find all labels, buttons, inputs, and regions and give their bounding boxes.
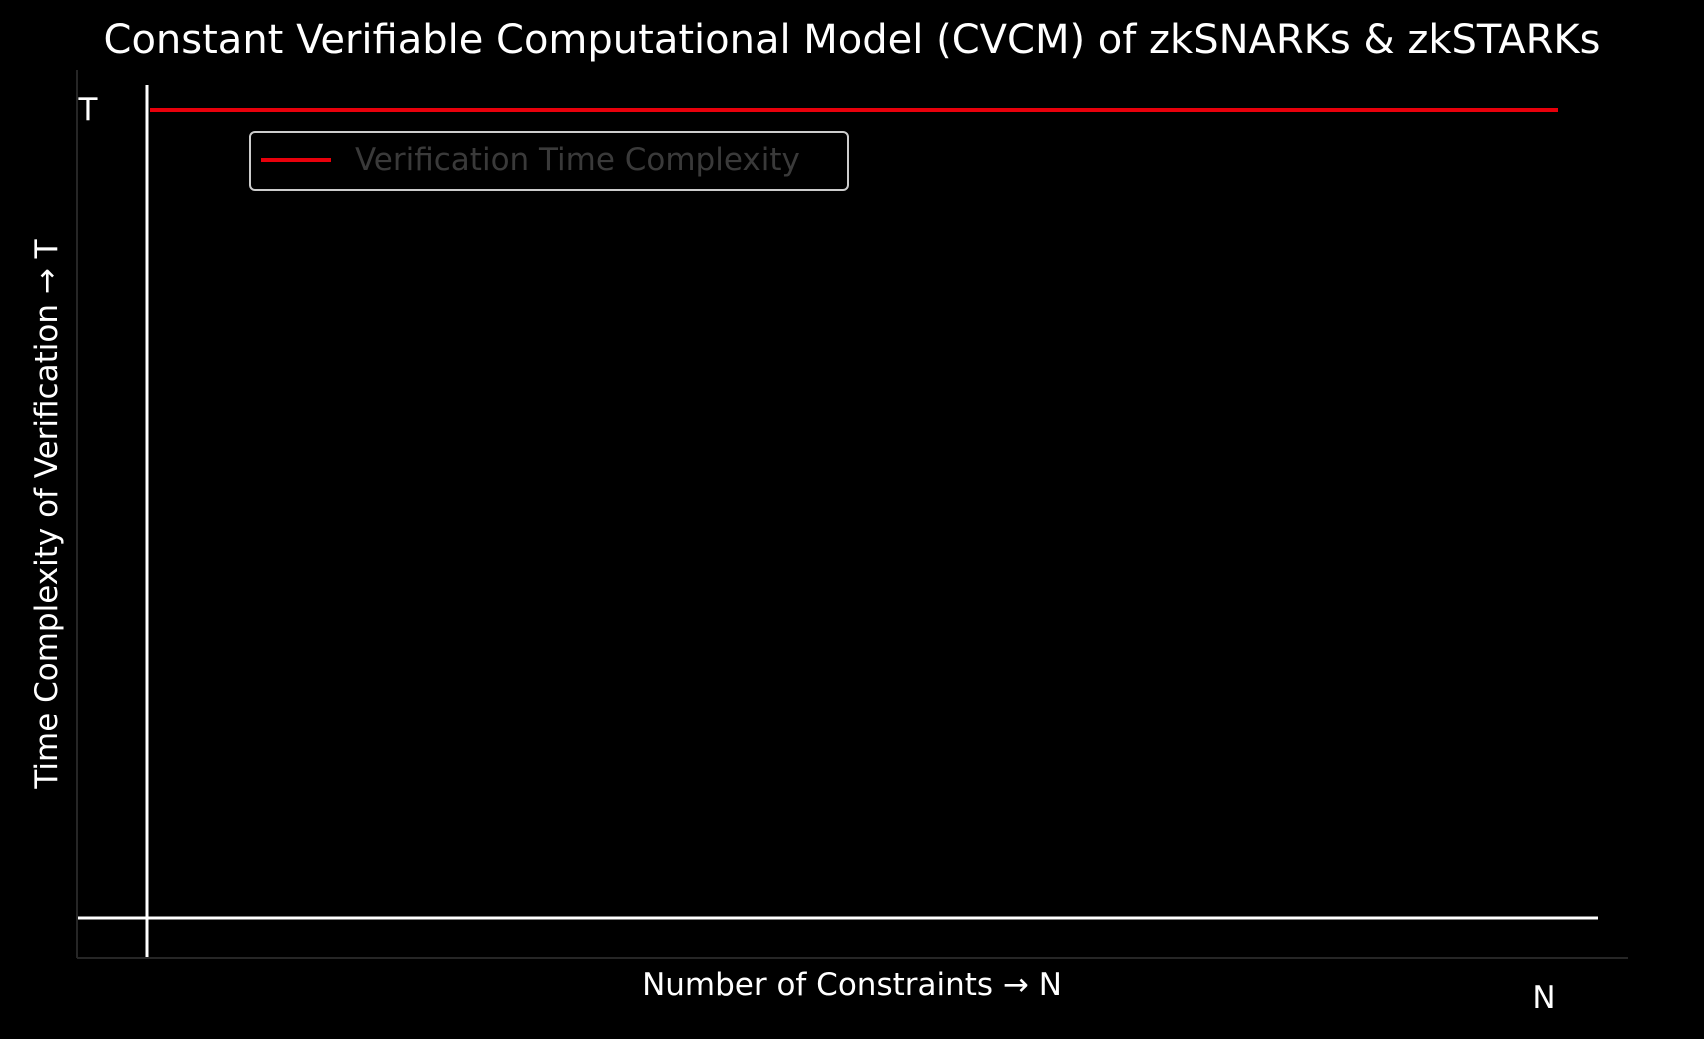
- x-axis-label: Number of Constraints → N: [642, 967, 1062, 1003]
- legend-box: [249, 131, 849, 191]
- x-end-label: N: [1532, 980, 1555, 1016]
- legend-label: Verification Time Complexity: [355, 142, 800, 178]
- legend: Verification Time Complexity: [249, 131, 849, 191]
- y-axis-label: Time Complexity of Verification → T: [29, 238, 65, 789]
- chart-title: Constant Verifiable Computational Model …: [104, 17, 1601, 63]
- y-end-label: T: [78, 92, 99, 128]
